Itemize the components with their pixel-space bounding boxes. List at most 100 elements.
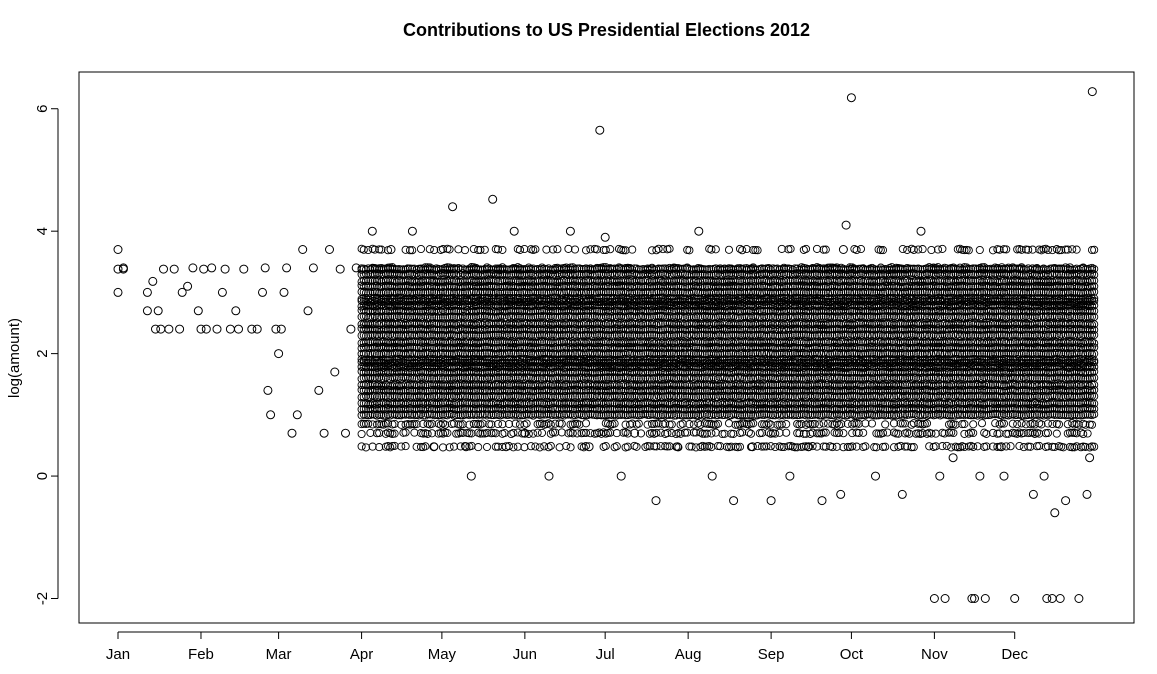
band-point xyxy=(522,419,531,428)
band-point xyxy=(491,442,500,451)
band-point xyxy=(401,428,410,437)
band-point xyxy=(452,296,461,305)
band-point xyxy=(480,245,489,254)
band-point xyxy=(498,245,507,254)
band-point xyxy=(359,419,368,428)
band-point xyxy=(628,245,637,254)
band-point xyxy=(401,245,410,254)
band-point xyxy=(397,265,406,274)
band-point xyxy=(513,442,522,451)
band-point xyxy=(449,442,459,451)
band-point xyxy=(438,443,448,452)
band-point xyxy=(454,245,463,254)
band-point xyxy=(447,293,456,303)
band-point xyxy=(366,428,375,437)
band-point xyxy=(564,244,573,253)
band-point xyxy=(368,283,377,292)
band-point xyxy=(412,307,421,316)
band-point xyxy=(438,277,448,286)
band-point xyxy=(478,419,487,428)
band-point xyxy=(570,245,580,254)
band-point xyxy=(443,391,452,400)
band-point xyxy=(504,404,514,413)
band-point xyxy=(381,373,390,382)
band-point xyxy=(491,330,500,340)
band-point xyxy=(438,419,448,428)
band-point xyxy=(397,442,406,451)
band-point xyxy=(656,428,665,437)
band-point xyxy=(441,307,450,316)
band-point xyxy=(474,245,483,255)
band-point xyxy=(498,420,507,429)
band-point xyxy=(403,264,412,273)
band-point xyxy=(465,420,474,429)
band-point xyxy=(410,367,419,376)
band-point xyxy=(537,428,547,437)
band-point xyxy=(441,302,450,311)
band-point xyxy=(364,245,373,255)
band-point xyxy=(460,281,470,290)
band-point xyxy=(467,392,476,402)
band-point xyxy=(361,404,371,414)
band-point xyxy=(430,354,439,363)
band-point xyxy=(485,307,494,316)
band-point xyxy=(482,337,492,346)
band-point xyxy=(458,428,467,437)
band-point xyxy=(401,373,410,382)
band-point xyxy=(361,281,371,290)
band-point xyxy=(612,442,621,451)
band-point xyxy=(478,312,487,321)
band-point xyxy=(487,368,496,377)
band-point xyxy=(379,276,388,285)
band-point xyxy=(445,443,454,452)
band-point xyxy=(493,419,503,429)
band-point xyxy=(606,245,615,254)
band-point xyxy=(372,368,382,377)
band-point xyxy=(401,442,410,451)
band-point xyxy=(491,264,500,273)
band-point xyxy=(500,270,509,279)
band-point xyxy=(555,443,564,452)
band-point xyxy=(498,442,507,451)
band-point xyxy=(392,278,401,287)
band-point xyxy=(423,429,432,438)
band-point xyxy=(500,330,509,339)
band-point xyxy=(491,429,500,438)
band-point xyxy=(443,404,452,413)
band-point xyxy=(379,342,388,351)
band-point xyxy=(419,411,428,420)
band-point xyxy=(445,245,454,254)
band-point xyxy=(416,410,426,419)
band-point xyxy=(498,405,507,414)
band-point xyxy=(500,367,509,376)
band-point xyxy=(383,307,393,316)
band-point xyxy=(465,429,474,438)
band-point xyxy=(390,429,399,438)
band-point xyxy=(421,312,430,321)
band-point xyxy=(612,429,621,438)
band-point xyxy=(452,429,461,438)
band-point xyxy=(581,419,591,428)
band-point xyxy=(634,419,643,428)
band-point xyxy=(361,443,371,452)
band-point xyxy=(474,265,483,274)
band-point xyxy=(456,288,465,297)
band-point xyxy=(476,245,485,254)
band-point xyxy=(427,344,437,353)
band-point xyxy=(390,287,399,296)
band-point xyxy=(357,442,366,451)
band-point xyxy=(489,265,498,274)
band-point xyxy=(405,313,415,322)
band-point xyxy=(460,363,470,372)
band-point xyxy=(412,442,421,451)
band-point xyxy=(410,307,419,316)
band-point xyxy=(436,307,445,316)
band-point xyxy=(474,443,483,452)
band-point xyxy=(711,245,720,254)
band-point xyxy=(381,429,390,438)
band-point xyxy=(482,428,492,437)
band-point xyxy=(379,420,388,429)
band-point xyxy=(575,420,584,429)
band-point xyxy=(386,330,395,339)
band-point xyxy=(491,354,500,364)
